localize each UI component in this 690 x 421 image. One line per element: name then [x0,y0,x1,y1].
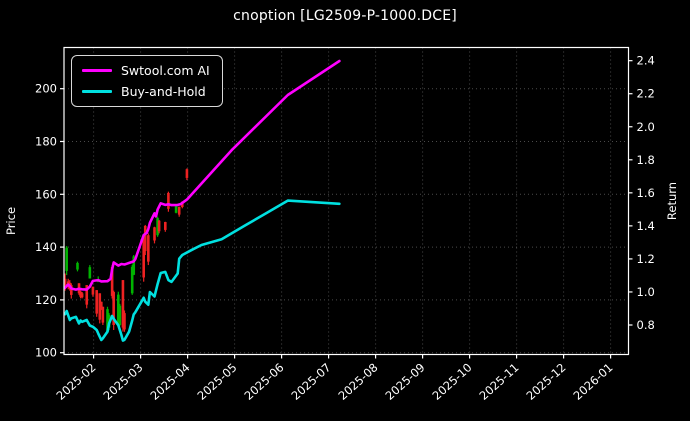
swtool-ai-line-swatch [82,69,112,72]
candle-down [147,235,150,262]
date-tick-label: 2025-06 [242,360,287,403]
price-tick-label: 180 [35,135,57,149]
candle-down [167,192,170,209]
series-lines [63,59,341,342]
swtool-ai-line [63,59,341,291]
return-tick-label: 1.8 [637,153,655,167]
legend-item-swtool-ai: Swtool.com AI [82,63,210,78]
candle-up [76,262,79,270]
date-tick-label: 2025-11 [477,360,522,403]
candle-up [106,309,109,332]
price-tick-label: 120 [35,293,57,307]
price-tick-label: 100 [35,346,57,360]
return-tick-label: 0.8 [637,318,655,332]
candle-up [130,266,134,294]
return-tick-label: 1.2 [637,252,655,266]
candle-down [185,169,189,178]
date-tick-label: 2025-02 [54,360,99,403]
candle-up [174,205,178,213]
candle-up [156,218,159,236]
chart-title: cnoption [LG2509-P-1000.DCE] [233,8,457,24]
candlesticks [63,168,189,334]
candle-down [85,285,89,305]
date-tick-label: 2025-04 [148,360,193,403]
legend-label-swtool-ai: Swtool.com AI [121,63,210,78]
y-axis-label-return: Return [665,182,679,220]
date-tick-label: 2025-09 [383,360,428,403]
return-tick-label: 2.0 [637,120,655,134]
return-tick-label: 1.4 [637,219,655,233]
return-tick-label: 1.0 [637,285,655,299]
candle-down [91,286,95,295]
buy-and-hold-line-swatch [82,90,112,93]
candle-up [65,247,68,271]
candle-down [98,293,102,320]
return-tick-label: 2.2 [637,87,655,101]
date-tick-label: 2025-10 [430,360,475,403]
candle-down [153,227,156,241]
price-tick-label: 160 [35,187,57,201]
legend: Swtool.com AI Buy-and-Hold [71,55,223,107]
buy-and-hold-line [63,199,341,342]
y-axis-label-price: Price [4,207,18,235]
candle-up [88,267,92,279]
plot-border [63,46,630,356]
date-tick-label: 2025-05 [195,360,240,403]
legend-label-buy-and-hold: Buy-and-Hold [121,84,206,99]
candle-down [121,280,125,328]
date-tick-label: 2025-12 [524,360,569,403]
candle-down [101,306,105,323]
price-tick-label: 140 [35,240,57,254]
candle-down [70,285,73,295]
price-tick-label: 200 [35,82,57,96]
candle-down [112,291,115,325]
candle-up [117,294,120,324]
candle-down [143,225,147,252]
candle-down [157,220,161,232]
legend-item-buy-and-hold: Buy-and-Hold [82,84,210,99]
candle-down [95,290,98,314]
candle-down [110,266,114,296]
candle-down [79,291,82,297]
date-tick-label: 2026-01 [571,360,616,403]
candle-down [142,236,145,278]
candle-up [132,256,136,275]
candle-up [118,305,122,325]
candle-down [164,222,167,230]
candle-down [123,313,126,330]
candle-down [80,293,84,298]
return-tick-label: 2.4 [637,54,655,68]
candle-down [63,278,67,289]
return-tick-label: 1.6 [637,186,655,200]
date-tick-label: 2025-07 [289,360,334,403]
date-tick-label: 2025-03 [101,360,146,403]
date-tick-label: 2025-08 [336,360,381,403]
candle-down [100,301,103,308]
candle-down [177,206,181,215]
